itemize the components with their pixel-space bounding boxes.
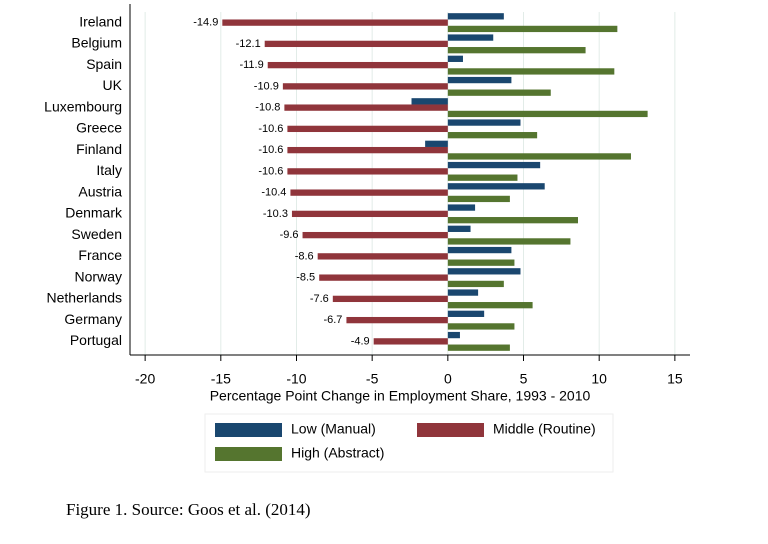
y-tick-label: Sweden (71, 226, 122, 242)
x-tick-label: 5 (520, 371, 528, 387)
y-tick-label: Ireland (79, 13, 122, 29)
legend-swatch (215, 423, 282, 437)
x-tick-label: 15 (667, 371, 683, 387)
value-label: -7.6 (310, 293, 329, 305)
y-tick-label: Germany (64, 311, 122, 327)
bar (447, 217, 578, 224)
y-tick-label: France (78, 247, 122, 263)
value-label: -11.9 (239, 59, 263, 71)
value-label: -10.9 (254, 80, 279, 92)
bar (317, 253, 448, 260)
value-label: -4.9 (351, 335, 370, 347)
bar (447, 89, 551, 96)
bar (447, 344, 510, 351)
value-label: -10.6 (258, 144, 283, 156)
bar (447, 331, 460, 339)
bar (302, 231, 448, 239)
y-tick-label: Spain (86, 56, 122, 72)
bar (291, 210, 448, 218)
bar (447, 174, 518, 181)
bar (287, 168, 448, 175)
x-axis-label: Percentage Point Change in Employment Sh… (210, 388, 591, 404)
bar (447, 153, 631, 160)
bar (447, 268, 521, 275)
bar (447, 238, 571, 245)
y-tick-label: Portugal (70, 332, 122, 348)
x-tick-label: -20 (135, 371, 155, 387)
value-label: -10.8 (255, 102, 280, 114)
bar (447, 323, 515, 330)
y-tick-label: Austria (78, 183, 122, 199)
value-label: -6.7 (323, 314, 342, 326)
bar (287, 146, 448, 154)
bar (447, 183, 545, 190)
bar (284, 104, 448, 111)
bar (373, 338, 448, 345)
y-tick-label: Finland (76, 141, 122, 157)
y-tick-label: Netherlands (47, 290, 123, 306)
x-tick-label: 10 (591, 371, 607, 387)
bar (447, 310, 485, 317)
x-tick-label: 0 (444, 371, 452, 387)
x-tick-label: -5 (366, 371, 379, 387)
bar (411, 98, 448, 105)
value-label: -9.6 (280, 229, 299, 241)
bar (290, 189, 448, 196)
y-tick-label: Norway (75, 268, 122, 284)
y-tick-label: Greece (76, 120, 122, 136)
y-tick-label: Italy (96, 162, 122, 178)
bar (447, 246, 512, 254)
bar (447, 161, 541, 169)
y-tick-label: Denmark (65, 205, 123, 221)
bar (447, 195, 510, 203)
bar (447, 25, 618, 33)
value-label: -8.5 (296, 272, 315, 284)
bar (447, 110, 648, 118)
legend-swatch (215, 447, 282, 461)
legend-label: High (Abstract) (291, 445, 384, 461)
x-tick-label: -15 (211, 371, 231, 387)
x-tick-label: -10 (286, 371, 306, 387)
bar (447, 302, 533, 309)
bar (447, 76, 512, 84)
legend-label: Middle (Routine) (493, 421, 596, 437)
bar (447, 55, 463, 62)
bar (346, 316, 448, 324)
bar (222, 19, 448, 26)
bar (425, 140, 448, 147)
value-label: -10.4 (261, 187, 286, 199)
value-label: -8.6 (295, 250, 314, 262)
bar (447, 289, 479, 296)
y-tick-label: Belgium (71, 35, 122, 51)
value-label: -10.6 (258, 123, 283, 135)
bar (447, 259, 515, 266)
value-label: -10.3 (263, 208, 288, 220)
value-label: -10.6 (258, 165, 283, 177)
bar (282, 83, 448, 90)
value-label: -14.9 (193, 17, 218, 29)
bar (319, 274, 448, 281)
bar (447, 225, 471, 232)
legend-swatch (417, 423, 484, 437)
bar (447, 47, 586, 54)
legend-label: Low (Manual) (291, 421, 376, 437)
legend-box (204, 413, 614, 473)
bar (332, 295, 448, 303)
y-tick-label: Luxembourg (44, 98, 122, 114)
bar (447, 13, 504, 20)
y-tick-label: UK (103, 77, 123, 93)
bar (447, 132, 538, 139)
bar (447, 34, 494, 41)
bar (447, 204, 476, 211)
bar (447, 280, 504, 288)
bar (267, 61, 448, 69)
bar (264, 40, 448, 48)
bar (287, 125, 448, 133)
bar (447, 119, 521, 126)
bar (447, 68, 615, 75)
value-label: -12.1 (236, 38, 261, 50)
caption: Figure 1. Source: Goos et al. (2014) (66, 500, 311, 519)
